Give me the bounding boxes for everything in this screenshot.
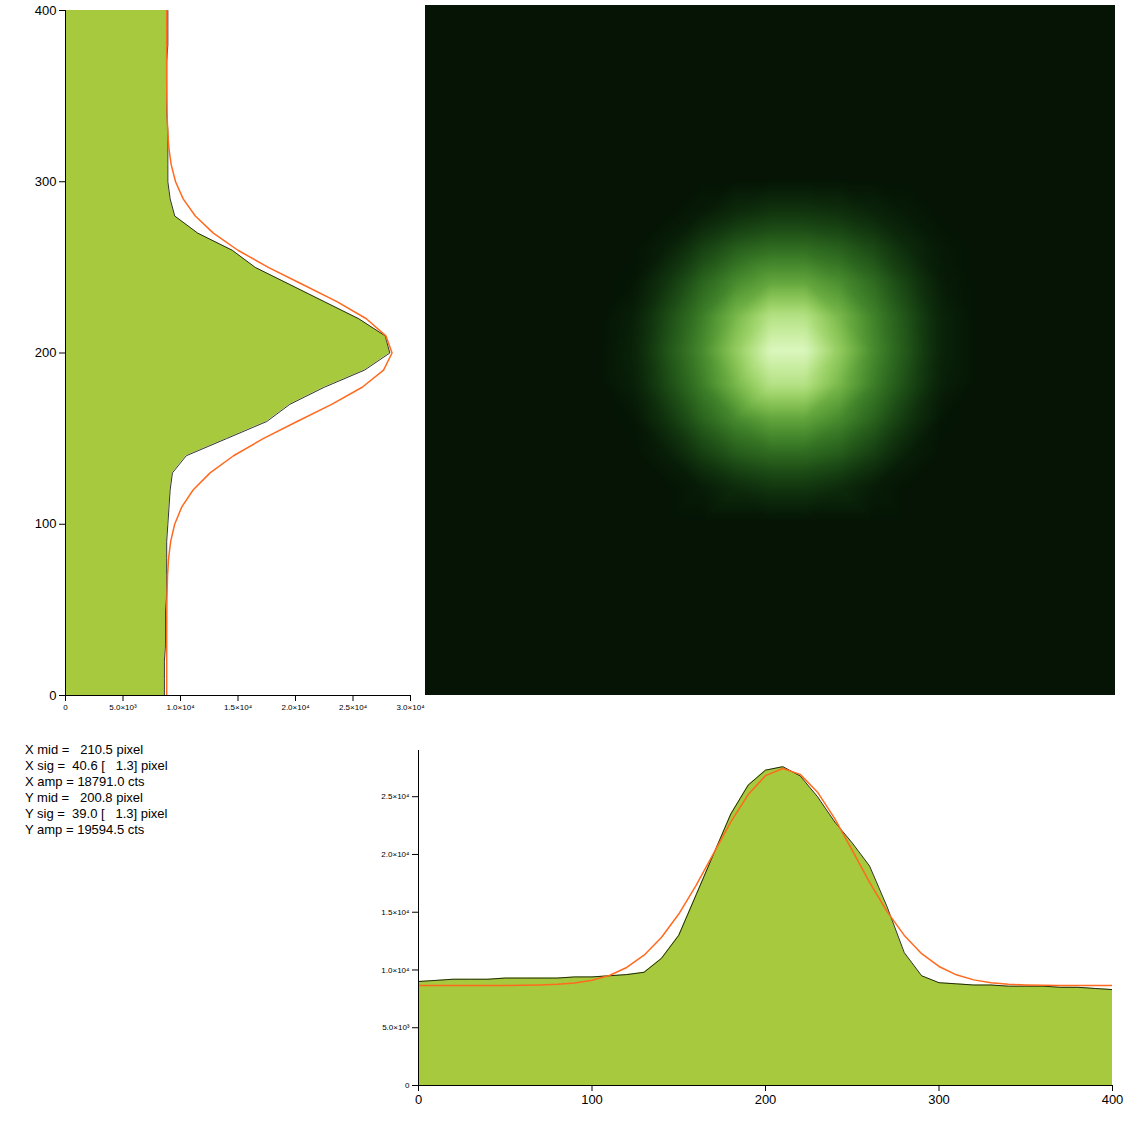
html-text:Y mid = 200.8 pixel: Y mid = 200.8 pixel bbox=[25, 790, 143, 805]
svg-text:400: 400 bbox=[1102, 1092, 1124, 1107]
svg-text:1.0×10⁴: 1.0×10⁴ bbox=[381, 966, 410, 975]
svg-text:200: 200 bbox=[755, 1092, 777, 1107]
svg-text:0: 0 bbox=[63, 703, 68, 712]
svg-text:5.0×10³: 5.0×10³ bbox=[382, 1023, 410, 1032]
html-text:X mid = 210.5 pixel: X mid = 210.5 pixel bbox=[25, 742, 144, 757]
svg-text:1.5×10⁴: 1.5×10⁴ bbox=[224, 703, 253, 712]
svg-text:0: 0 bbox=[415, 1092, 422, 1107]
svg-text:200: 200 bbox=[35, 345, 57, 360]
svg-text:0: 0 bbox=[405, 1081, 410, 1090]
svg-text:2.5×10⁴: 2.5×10⁴ bbox=[339, 703, 368, 712]
svg-text:100: 100 bbox=[35, 516, 57, 531]
svg-text:300: 300 bbox=[928, 1092, 950, 1107]
svg-text:2.0×10⁴: 2.0×10⁴ bbox=[381, 850, 410, 859]
svg-text:1.0×10⁴: 1.0×10⁴ bbox=[166, 703, 195, 712]
html-text:X amp = 18791.0 cts: X amp = 18791.0 cts bbox=[25, 774, 145, 789]
svg-text:0: 0 bbox=[49, 688, 56, 703]
html-text:Y sig = 39.0 [ 1.3] pixel: Y sig = 39.0 [ 1.3] pixel bbox=[25, 806, 168, 821]
svg-text:3.0×10⁴: 3.0×10⁴ bbox=[396, 703, 425, 712]
svg-text:400: 400 bbox=[35, 3, 57, 18]
html-text:Y amp = 19594.5 cts: Y amp = 19594.5 cts bbox=[25, 822, 145, 837]
svg-text:1.5×10⁴: 1.5×10⁴ bbox=[381, 908, 410, 917]
svg-text:5.0×10³: 5.0×10³ bbox=[109, 703, 137, 712]
svg-text:300: 300 bbox=[35, 174, 57, 189]
html-text:X sig = 40.6 [ 1.3] pixel: X sig = 40.6 [ 1.3] pixel bbox=[25, 758, 168, 773]
svg-text:2.5×10⁴: 2.5×10⁴ bbox=[381, 792, 410, 801]
svg-text:100: 100 bbox=[581, 1092, 603, 1107]
svg-text:2.0×10⁴: 2.0×10⁴ bbox=[281, 703, 310, 712]
